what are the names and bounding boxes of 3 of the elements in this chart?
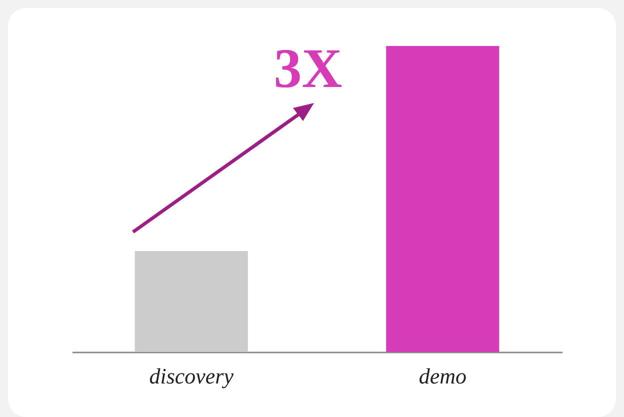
x-tick-label: discovery [149, 364, 234, 388]
annotation: 3X [274, 38, 342, 100]
x-tick-label: demo [418, 364, 466, 388]
